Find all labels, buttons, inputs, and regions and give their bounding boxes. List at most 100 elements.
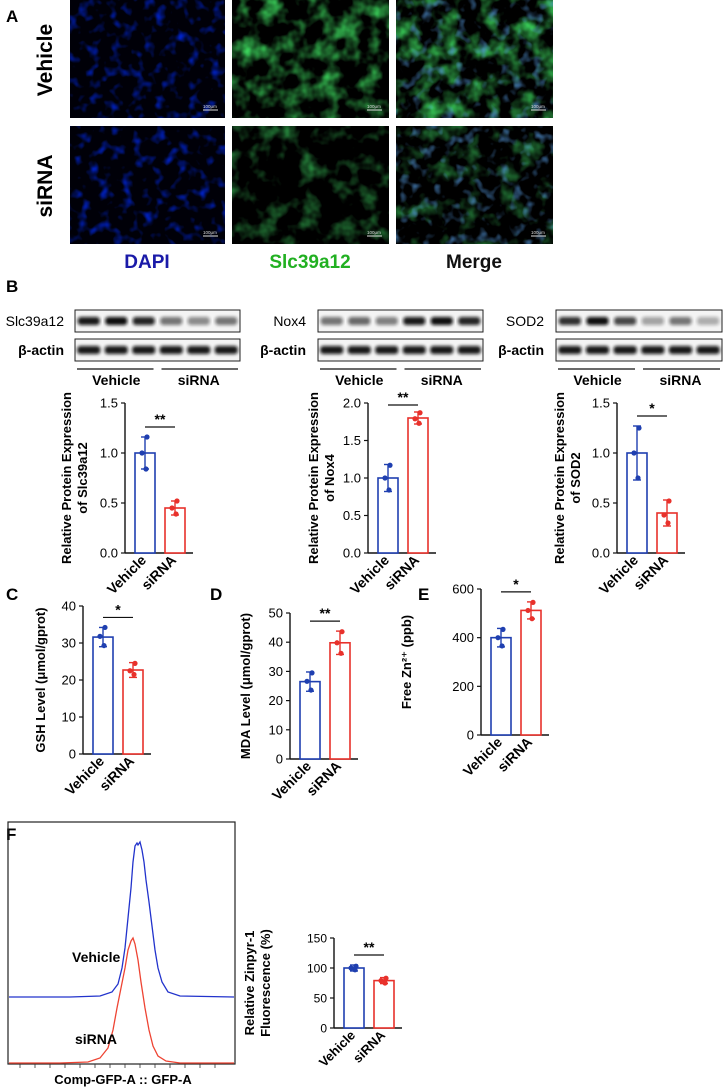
data-point: [635, 475, 641, 481]
y-tick-label: 1.5: [343, 433, 361, 448]
group-label-sirna: siRNA: [659, 372, 701, 388]
blot-target-label: Slc39a12: [6, 313, 65, 329]
actin-band: [375, 346, 399, 354]
panel-letter-c: C: [6, 585, 18, 604]
x-tick-label: siRNA: [381, 552, 422, 593]
blot-band: [403, 317, 426, 325]
scale-bar-label-3: 100μm: [531, 104, 545, 109]
data-point: [525, 607, 531, 614]
y-axis-label: MDA Level (μmol/gprot): [238, 613, 253, 759]
y-axis-label: Relative Protein Expression: [59, 392, 74, 564]
group-label-vehicle: Vehicle: [92, 372, 140, 388]
actin-band: [104, 346, 128, 354]
significance-marker: *: [513, 576, 519, 592]
y-tick-label: 50: [314, 992, 328, 1006]
data-point: [495, 635, 501, 641]
y-axis-label-line2: Fluorescence (%): [258, 929, 273, 1037]
blot-band: [187, 317, 210, 325]
bar-sirna: [520, 609, 542, 736]
bar-vehicle: [490, 636, 512, 736]
col-label-dapi: DAPI: [124, 252, 169, 273]
col-label-slc39a12: Slc39a12: [269, 252, 350, 273]
data-point: [665, 520, 671, 526]
data-point: [386, 487, 392, 493]
actin-band: [585, 346, 610, 354]
blot-1: Slc39a12 β-actin Vehicle siRNA: [6, 309, 241, 388]
data-point: [661, 512, 667, 518]
blot-target-box: [555, 309, 723, 333]
data-point: [101, 642, 107, 649]
flow-label-sirna: siRNA: [75, 1031, 117, 1047]
panel-letter-a: A: [6, 7, 18, 26]
flow-plot-frame: [7, 821, 236, 1065]
x-tick-label: siRNA: [303, 758, 344, 799]
group-label-vehicle: Vehicle: [335, 372, 383, 388]
panel-letter-e: E: [418, 585, 429, 604]
blot-target-box: [74, 309, 241, 333]
data-point: [339, 629, 345, 635]
y-tick-label: 1.0: [343, 471, 361, 486]
data-point: [144, 434, 150, 440]
y-tick-label: 20: [62, 673, 76, 688]
data-point: [348, 965, 354, 971]
blot-band: [641, 317, 664, 325]
bar-sirna: [122, 669, 144, 755]
panel-letter-b: B: [6, 277, 18, 296]
data-point: [530, 599, 536, 605]
blot-actin-box: [74, 338, 241, 362]
micrograph-sirna-slc-cells: [232, 126, 389, 244]
data-point: [143, 466, 149, 472]
blot-3: SOD2 β-actin Vehicle siRNA: [498, 309, 723, 388]
scale-bar-label-1: 100μm: [203, 104, 217, 109]
actin-band: [320, 346, 344, 354]
data-point: [173, 511, 179, 517]
x-tick-label: siRNA: [350, 1027, 389, 1066]
actin-band: [159, 346, 183, 354]
x-tick-label: siRNA: [138, 552, 179, 593]
bar-vehicle: [92, 636, 114, 755]
y-axis-label: Relative Zinpyr-1: [242, 931, 257, 1036]
data-point: [382, 475, 388, 481]
actin-band: [696, 346, 720, 354]
data-point: [169, 505, 175, 511]
y-tick-label: 10: [269, 722, 283, 737]
data-point: [97, 633, 103, 639]
data-point: [309, 670, 315, 676]
actin-band: [132, 346, 156, 354]
blot-band: [697, 317, 720, 325]
blot-band: [105, 317, 128, 325]
blot-actin-box: [317, 338, 484, 362]
x-tick-label: siRNA: [494, 734, 535, 775]
data-point: [382, 980, 388, 986]
flow-series-vehicle: [9, 840, 235, 998]
y-tick-label: 1.0: [100, 446, 118, 461]
blot-band: [458, 317, 481, 325]
blot-band: [77, 317, 100, 325]
data-point: [334, 640, 340, 646]
significance-marker: *: [115, 601, 121, 617]
y-axis-label: Relative Protein Expression: [306, 392, 321, 564]
actin-band: [347, 346, 371, 354]
flow-histogram: Vehicle siRNA Comp-GFP-A :: GFP-A: [7, 821, 236, 1087]
y-tick-label: 0.5: [100, 496, 118, 511]
y-axis-label: Relative Protein Expression: [552, 392, 567, 564]
blot-band: [215, 317, 238, 325]
actin-band: [402, 346, 426, 354]
y-tick-label: 1.0: [592, 446, 610, 461]
blot-2: Nox4 β-actin Vehicle siRNA: [260, 309, 484, 388]
blot-band: [375, 317, 398, 325]
blot-band: [160, 317, 183, 325]
actin-band: [214, 346, 238, 354]
flow-xlabel: Comp-GFP-A :: GFP-A: [54, 1072, 192, 1087]
blot-band: [614, 317, 637, 325]
bar-sirna: [407, 417, 429, 554]
y-tick-label: 200: [452, 679, 474, 694]
actin-band: [613, 346, 637, 354]
data-point: [500, 626, 506, 632]
y-tick-label: 20: [269, 693, 283, 708]
significance-marker: **: [364, 939, 375, 955]
